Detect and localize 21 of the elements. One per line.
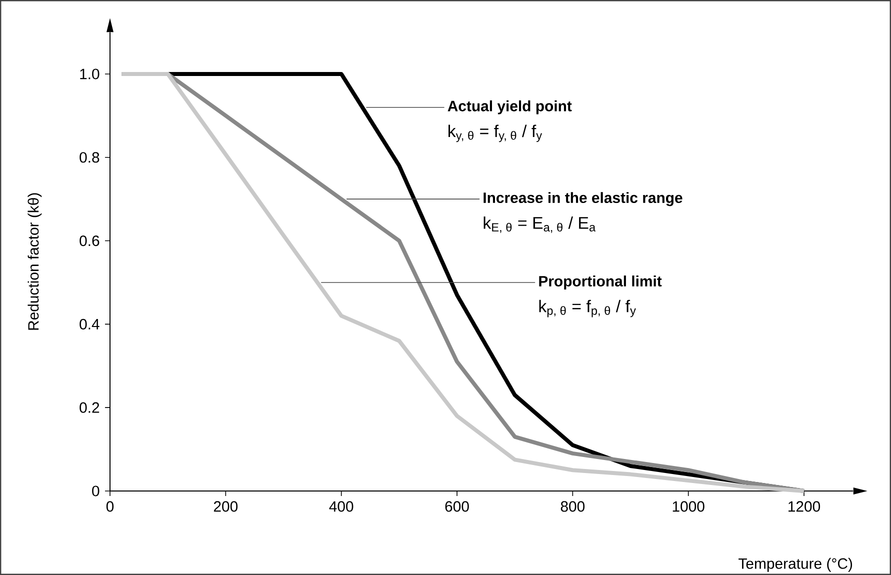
x-tick-label: 0: [106, 501, 114, 512]
annotation: $\text{k}_{\text{p, θ}}\text{ = f}_{\text{p, θ}}\text{ / f}_{\text{y}}$: [539, 300, 636, 318]
y-axis-title: Reduction factor (kθ): [28, 193, 42, 330]
x-tick-label: 800: [560, 501, 585, 512]
x-axis-title: Temperature (°C): [738, 558, 852, 572]
annotation: $\text{k}_{\text{E, θ}}\text{ = E}_{\text{a, θ}}\text{ / E}_{\text{a}}$: [484, 216, 596, 233]
y-tick-label: 0.4: [80, 318, 100, 330]
annotation: Actual yield point: [448, 100, 572, 114]
x-tick-label: 400: [329, 501, 354, 512]
y-tick-label: 0.2: [80, 402, 100, 413]
annotation: Increase in the elastic range: [484, 192, 682, 206]
x-tick-label: 200: [214, 501, 238, 512]
y-tick-label: 1.0: [80, 68, 100, 80]
x-tick-label: 600: [445, 501, 469, 512]
x-tick-label: 1200: [788, 501, 820, 512]
x-tick-label: 1000: [672, 501, 704, 512]
y-tick-label: 0: [92, 486, 100, 496]
annotation: $\text{k}_{\text{y, θ}}\text{ = f}_{\text{y, θ}}\text{ / f}_{\text{y}}$: [448, 124, 542, 142]
y-tick-label: 0.6: [80, 235, 100, 246]
y-tick-label: 0.8: [80, 152, 100, 163]
annotation: Proportional limit: [539, 276, 662, 290]
